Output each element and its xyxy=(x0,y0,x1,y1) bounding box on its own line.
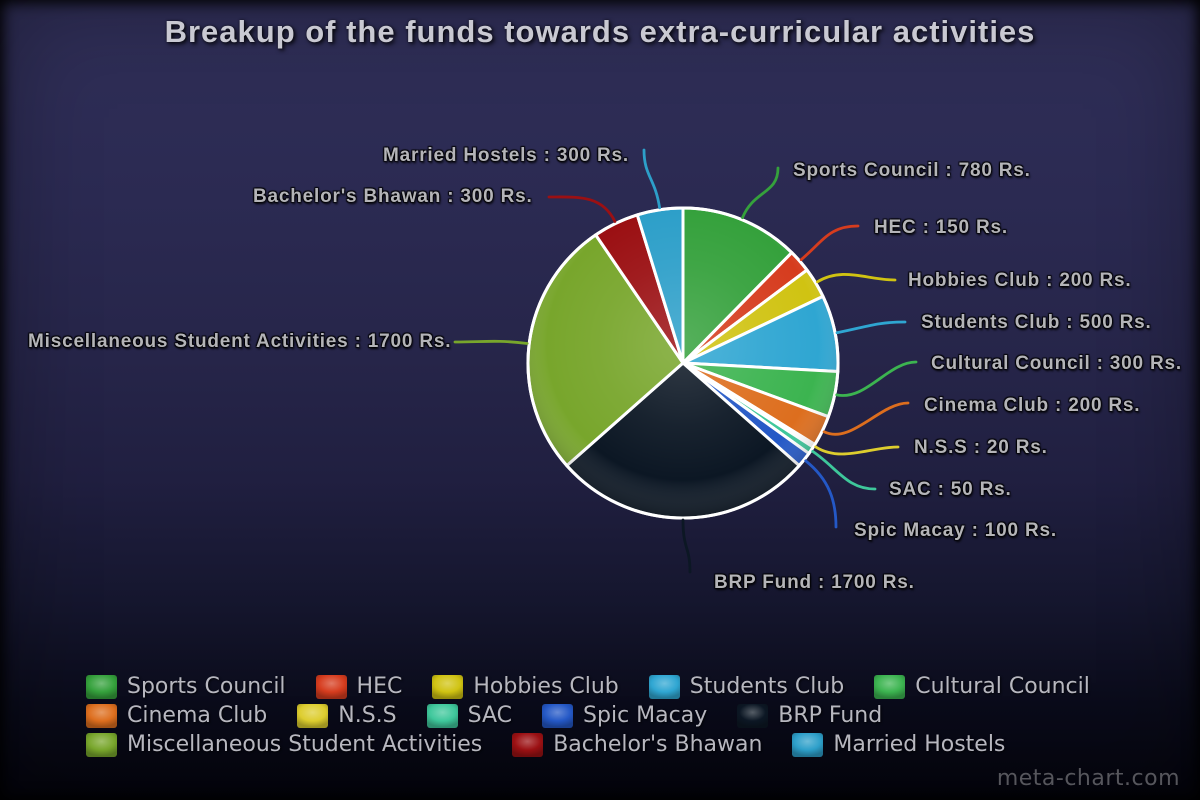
legend-label-cinema-club: Cinema Club xyxy=(127,703,268,728)
legend-label-spic-macay: Spic Macay xyxy=(583,703,708,728)
legend-swatch-cinema-club xyxy=(86,703,117,728)
legend-swatch-cultural-council xyxy=(874,674,906,699)
legend-swatch-miscellaneous-student-activities xyxy=(86,732,117,757)
legend-item-n-s-s: N.S.S xyxy=(297,703,397,728)
slice-label-hobbies-club: Hobbies Club : 200 Rs. xyxy=(908,270,1132,291)
slice-label-spic-macay: Spic Macay : 100 Rs. xyxy=(854,520,1057,541)
slice-label-sports-council: Sports Council : 780 Rs. xyxy=(793,160,1031,181)
legend-item-sports-council: Sports Council xyxy=(86,674,286,699)
slice-label-miscellaneous-student-activities: Miscellaneous Student Activities : 1700 … xyxy=(28,331,452,352)
leader-hec xyxy=(799,224,860,262)
leader-miscellaneous-student-activities xyxy=(453,339,529,345)
leader-cultural-council xyxy=(835,360,918,397)
leader-students-club xyxy=(835,320,907,335)
legend-label-bachelor-s-bhawan: Bachelor's Bhawan xyxy=(553,732,763,757)
leader-brp-fund xyxy=(681,518,692,574)
leader-sac xyxy=(811,450,877,491)
legend-swatch-sports-council xyxy=(86,674,117,699)
legend-swatch-hobbies-club xyxy=(432,674,464,699)
slice-label-cultural-council: Cultural Council : 300 Rs. xyxy=(931,353,1182,374)
watermark: meta-chart.com xyxy=(996,766,1180,791)
legend-swatch-hec xyxy=(315,674,347,699)
legend-swatch-n-s-s xyxy=(297,703,329,728)
slice-label-n-s-s: N.S.S : 20 Rs. xyxy=(914,437,1048,458)
legend-label-cultural-council: Cultural Council xyxy=(915,674,1090,699)
leader-hobbies-club xyxy=(816,273,897,284)
legend-label-sports-council: Sports Council xyxy=(127,674,286,699)
legend-item-brp-fund: BRP Fund xyxy=(737,703,882,728)
chart-title: Breakup of the funds towards extra-curri… xyxy=(164,14,1036,49)
legend-item-married-hostels: Married Hostels xyxy=(792,732,1005,757)
legend-item-students-club: Students Club xyxy=(648,674,845,699)
legend-swatch-sac xyxy=(426,703,458,728)
slice-label-bachelor-s-bhawan: Bachelor's Bhawan : 300 Rs. xyxy=(253,186,533,207)
legend-label-students-club: Students Club xyxy=(689,674,845,699)
legend-item-sac: SAC xyxy=(426,703,513,728)
legend: Sports Council HEC Hobbies Club Students Cl… xyxy=(86,674,1146,757)
slice-label-sac: SAC : 50 Rs. xyxy=(889,479,1012,500)
legend-label-sac: SAC xyxy=(467,703,513,728)
slice-label-married-hostels: Married Hostels : 300 Rs. xyxy=(383,145,629,166)
leader-spic-macay xyxy=(804,459,838,529)
legend-label-n-s-s: N.S.S xyxy=(338,703,397,728)
leader-bachelor-s-bhawan xyxy=(547,195,617,223)
legend-label-brp-fund: BRP Fund xyxy=(778,703,883,728)
legend-item-hec: HEC xyxy=(315,674,403,699)
slice-label-brp-fund: BRP Fund : 1700 Rs. xyxy=(714,572,915,593)
legend-item-cultural-council: Cultural Council xyxy=(874,674,1090,699)
legend-label-hobbies-club: Hobbies Club xyxy=(473,674,619,699)
legend-swatch-married-hostels xyxy=(792,732,824,757)
legend-item-bachelor-s-bhawan: Bachelor's Bhawan xyxy=(512,732,762,757)
legend-swatch-students-club xyxy=(648,674,680,699)
legend-item-miscellaneous-student-activities: Miscellaneous Student Activities xyxy=(86,732,482,757)
legend-item-hobbies-club: Hobbies Club xyxy=(432,674,619,699)
pie-outline xyxy=(526,206,840,520)
legend-swatch-spic-macay xyxy=(542,703,574,728)
legend-item-spic-macay: Spic Macay xyxy=(542,703,707,728)
leader-cinema-club xyxy=(822,401,910,436)
legend-label-married-hostels: Married Hostels xyxy=(833,732,1006,757)
pie-shading xyxy=(527,207,839,519)
slice-label-hec: HEC : 150 Rs. xyxy=(874,217,1008,238)
legend-label-miscellaneous-student-activities: Miscellaneous Student Activities xyxy=(127,732,483,757)
leader-married-hostels xyxy=(642,148,661,210)
slice-label-students-club: Students Club : 500 Rs. xyxy=(921,312,1152,333)
legend-swatch-brp-fund xyxy=(737,703,769,728)
legend-swatch-bachelor-s-bhawan xyxy=(512,732,544,757)
legend-label-hec: HEC xyxy=(356,674,403,699)
leader-n-s-s xyxy=(814,445,900,456)
leader-sports-council xyxy=(741,166,780,220)
legend-item-cinema-club: Cinema Club xyxy=(86,703,267,728)
slice-label-cinema-club: Cinema Club : 200 Rs. xyxy=(924,395,1141,416)
